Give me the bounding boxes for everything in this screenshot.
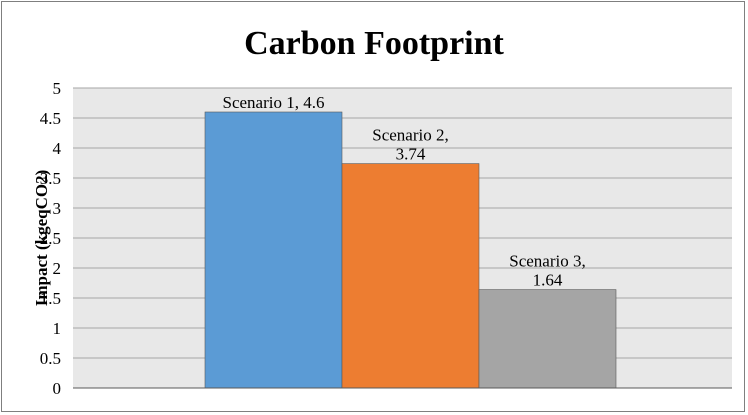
y-tick-label: 1.5 bbox=[40, 289, 61, 308]
data-label: 1.64 bbox=[533, 271, 563, 290]
data-labels: Scenario 1, 4.6 Scenario 2,3.74 Scenario 3… bbox=[223, 93, 586, 290]
y-tick-label: 3.5 bbox=[40, 169, 61, 188]
chart-title: Carbon Footprint bbox=[244, 25, 504, 62]
y-tick-label: 0.5 bbox=[40, 349, 61, 368]
data-label: Scenario 2, bbox=[372, 126, 448, 145]
y-tick-label: 2.5 bbox=[40, 229, 61, 248]
bar-scenario-1 bbox=[204, 111, 343, 389]
y-axis-label: Impact (kgeqCO2) bbox=[32, 170, 51, 306]
y-tick-label: 5 bbox=[53, 79, 62, 98]
data-label: Scenario 3, bbox=[509, 252, 585, 271]
y-tick-label: 3 bbox=[53, 199, 62, 218]
y-tick-labels: 0 0.5 1 1.5 2 2.5 3 3.5 4 4.5 5 bbox=[40, 79, 62, 398]
y-tick-label: 2 bbox=[53, 259, 62, 278]
y-tick-label: 4 bbox=[53, 139, 62, 158]
y-tick-label: 1 bbox=[53, 319, 62, 338]
data-label: 3.74 bbox=[396, 145, 426, 164]
data-label: Scenario 1, 4.6 bbox=[223, 93, 325, 112]
bar-scenario-2 bbox=[341, 163, 480, 389]
bars bbox=[204, 111, 617, 389]
y-tick-label: 0 bbox=[53, 379, 62, 398]
bar-scenario-3 bbox=[478, 289, 617, 389]
y-tick-label: 4.5 bbox=[40, 109, 61, 128]
